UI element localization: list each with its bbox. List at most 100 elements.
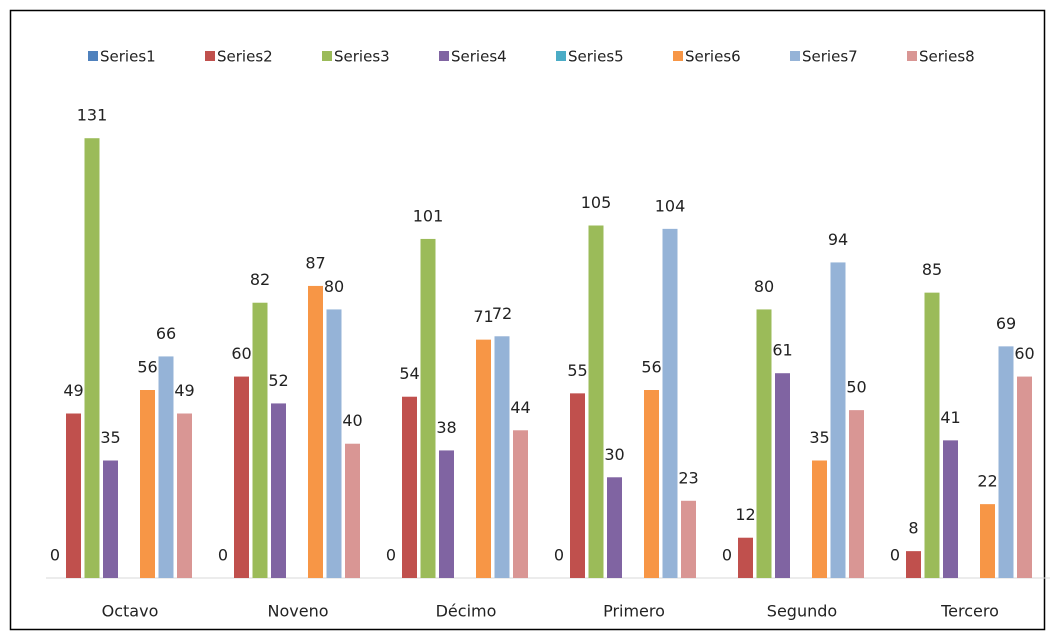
data-label: 0 [722, 546, 732, 565]
data-label: 61 [772, 341, 792, 360]
bar [943, 440, 958, 578]
data-label: 35 [809, 428, 829, 447]
data-label: 23 [678, 468, 698, 487]
data-label: 94 [828, 230, 848, 249]
data-label: 44 [510, 398, 530, 417]
data-label: 105 [581, 193, 612, 212]
data-label: 41 [940, 408, 960, 427]
data-label: 0 [386, 546, 396, 565]
data-label: 35 [100, 428, 120, 447]
data-label: 54 [399, 364, 419, 383]
data-label: 30 [604, 445, 624, 464]
bar [420, 238, 436, 578]
data-label: 131 [77, 106, 108, 125]
bar [476, 339, 491, 578]
legend-swatch [205, 51, 215, 61]
bar [103, 460, 118, 578]
data-label: 50 [846, 378, 866, 397]
bar [271, 403, 286, 578]
legend-label: Series7 [802, 48, 858, 66]
data-label: 71 [473, 307, 493, 326]
data-label: 66 [156, 324, 176, 343]
data-label: 56 [641, 358, 661, 377]
data-label: 52 [268, 371, 288, 390]
data-label: 104 [655, 196, 686, 215]
bar [681, 500, 696, 578]
data-label: 60 [1014, 344, 1034, 363]
legend-label: Series8 [919, 48, 975, 66]
bar [644, 390, 659, 578]
bar [998, 346, 1014, 578]
legend-swatch [88, 51, 98, 61]
data-label: 82 [250, 270, 270, 289]
bar [588, 225, 604, 578]
legend-label: Series5 [568, 48, 624, 66]
x-tick-label: Primero [603, 602, 665, 621]
bar [402, 396, 417, 578]
legend-label: Series1 [100, 48, 156, 66]
bar [607, 477, 622, 578]
bar [513, 430, 528, 578]
x-tick-label: Noveno [268, 602, 329, 621]
bar [1017, 376, 1032, 578]
bar [924, 292, 940, 578]
legend-swatch [673, 51, 683, 61]
legend-swatch [790, 51, 800, 61]
data-label: 56 [137, 358, 157, 377]
data-label: 40 [342, 411, 362, 430]
bar [775, 373, 790, 578]
bar [234, 376, 249, 578]
x-tick-label: Octavo [102, 602, 159, 621]
data-label: 101 [413, 206, 444, 225]
bar [849, 410, 864, 578]
legend-swatch [907, 51, 917, 61]
bar [756, 309, 772, 578]
data-label: 60 [231, 344, 251, 363]
bar [738, 537, 753, 578]
bar [345, 443, 360, 578]
bar [662, 228, 678, 578]
x-tick-label: Décimo [436, 602, 497, 621]
data-label: 0 [50, 546, 60, 565]
legend-swatch [439, 51, 449, 61]
data-label: 49 [174, 381, 194, 400]
bar [830, 262, 846, 578]
data-label: 69 [996, 314, 1016, 333]
bar [308, 285, 323, 578]
bar [980, 504, 995, 578]
legend-label: Series3 [334, 48, 390, 66]
data-label: 12 [735, 505, 755, 524]
bar [812, 460, 827, 578]
data-label: 49 [63, 381, 83, 400]
data-label: 55 [567, 361, 587, 380]
data-label: 8 [908, 519, 918, 538]
bar [66, 413, 81, 578]
bar [570, 393, 585, 578]
data-label: 85 [922, 260, 942, 279]
x-tick-label: Segundo [767, 602, 837, 621]
legend-swatch [322, 51, 332, 61]
data-label: 38 [436, 418, 456, 437]
bar [158, 356, 174, 578]
legend-label: Series2 [217, 48, 273, 66]
bar [84, 138, 100, 578]
bar [140, 390, 155, 578]
data-label: 0 [218, 546, 228, 565]
legend-label: Series6 [685, 48, 741, 66]
data-label: 0 [890, 546, 900, 565]
bar [494, 336, 510, 578]
data-label: 87 [305, 253, 325, 272]
bar [252, 302, 268, 578]
data-label: 80 [754, 277, 774, 296]
data-label: 0 [554, 546, 564, 565]
legend-swatch [556, 51, 566, 61]
bar [439, 450, 454, 578]
bar [177, 413, 192, 578]
legend-label: Series4 [451, 48, 507, 66]
data-label: 72 [492, 304, 512, 323]
bar [326, 309, 342, 578]
legend: Series1 Series2 Series3 Series4 Series5 Serie… [88, 48, 975, 66]
x-tick-label: Tercero [940, 602, 999, 621]
bar [906, 551, 921, 578]
